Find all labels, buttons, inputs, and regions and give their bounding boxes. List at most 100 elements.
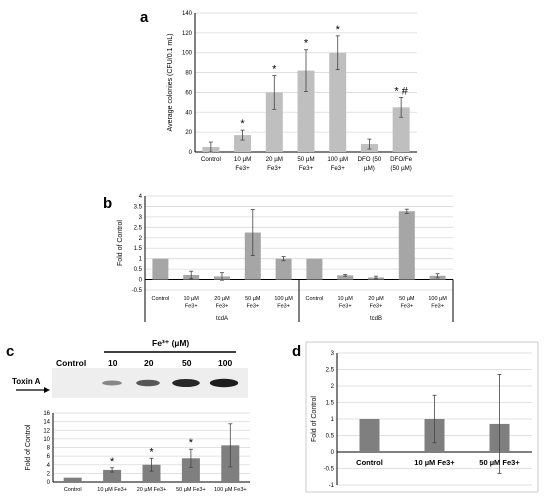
y-tick-label: 100 bbox=[182, 51, 193, 57]
y-axis-label: Fold of Control bbox=[117, 220, 124, 266]
toxin-a-label: Toxin A bbox=[12, 377, 41, 386]
significance-marker: * bbox=[240, 118, 245, 130]
y-tick-label: -0.5 bbox=[132, 288, 143, 294]
bar bbox=[337, 275, 354, 280]
y-tick-label: 20 bbox=[185, 130, 192, 136]
y-tick-label: 0.5 bbox=[134, 267, 143, 273]
x-tick-label: 50 µM bbox=[245, 296, 261, 302]
x-tick-label: 10 µM bbox=[337, 296, 353, 302]
western-blot: Fe³⁺ (µM) Control 10 20 50 100 Toxin A bbox=[12, 338, 248, 398]
chart-d: -1 -0.5 0 0.5 1 1.5 2 2.5 3 Fold of Control Contro… bbox=[311, 351, 532, 489]
x-tick-label: 50 µM bbox=[399, 296, 415, 302]
x-tick-label: Fe3+ bbox=[235, 165, 250, 172]
blot-lane-10: 10 bbox=[108, 358, 118, 368]
blot-band bbox=[209, 378, 239, 388]
bar bbox=[275, 258, 292, 280]
x-tick-label: 10 µM bbox=[183, 296, 199, 302]
bar bbox=[234, 135, 252, 152]
bar bbox=[306, 258, 323, 280]
y-tick-label: -0.5 bbox=[324, 467, 335, 473]
group-label: tcdA bbox=[216, 316, 228, 322]
x-tick-label: DFO (50 bbox=[358, 156, 382, 163]
panel-label-b: b bbox=[103, 195, 112, 212]
bar bbox=[142, 464, 161, 482]
y-axis-label: Fold of Control bbox=[311, 396, 318, 442]
blot-header: Fe³⁺ (µM) bbox=[152, 338, 189, 348]
significance-marker: * bbox=[304, 38, 309, 50]
x-tick-label: Fe3+ bbox=[185, 304, 198, 310]
x-tick-label: 50 µM Fe3+ bbox=[176, 487, 206, 493]
x-tick-label: 20 µM bbox=[266, 156, 283, 163]
bar bbox=[244, 232, 261, 280]
x-tick-label: 100 µM bbox=[274, 296, 293, 302]
y-tick-label: 1 bbox=[331, 417, 335, 423]
bar bbox=[265, 92, 283, 152]
bar bbox=[152, 258, 169, 280]
x-tick-label: 20 µM bbox=[214, 296, 230, 302]
significance-marker: * bbox=[149, 446, 154, 458]
chart-c: 0 2 4 6 8 10 12 14 16 Fold of Control Control * 10 µ… bbox=[25, 411, 250, 493]
x-tick-label: Fe3+ bbox=[216, 304, 229, 310]
significance-marker: * bbox=[110, 456, 115, 468]
significance-marker: * bbox=[189, 437, 194, 449]
toxin-a-arrowhead-icon bbox=[44, 387, 50, 393]
y-tick-label: 1.5 bbox=[134, 246, 143, 252]
x-tick-label: 50 µM Fe3+ bbox=[479, 458, 520, 467]
x-tick-label: 100 µM bbox=[428, 296, 447, 302]
panel-label-a: a bbox=[140, 9, 149, 26]
y-tick-label: 14 bbox=[43, 420, 50, 426]
x-tick-label: Fe3+ bbox=[267, 165, 282, 172]
significance-marker: * bbox=[336, 24, 341, 36]
y-tick-label: -1 bbox=[329, 483, 335, 489]
y-tick-label: 0 bbox=[331, 450, 335, 456]
y-tick-label: 2 bbox=[331, 384, 335, 390]
y-tick-label: 3 bbox=[331, 351, 335, 357]
bar bbox=[392, 107, 410, 152]
x-tick-label: Control bbox=[64, 487, 82, 493]
y-tick-label: 2 bbox=[139, 236, 143, 242]
x-tick-label: Fe3+ bbox=[331, 165, 346, 172]
y-tick-label: 6 bbox=[47, 454, 51, 460]
x-tick-label: Fe3+ bbox=[246, 304, 259, 310]
x-tick-label: 10 µM bbox=[234, 156, 251, 163]
bar bbox=[63, 477, 82, 482]
y-tick-label: 2.5 bbox=[326, 368, 335, 374]
y-axis-label: Average colonies (CFU/0.1 mL) bbox=[167, 34, 174, 132]
y-tick-label: 4 bbox=[139, 194, 143, 200]
x-tick-label: 20 µM bbox=[368, 296, 384, 302]
y-tick-label: 8 bbox=[47, 446, 51, 452]
bar bbox=[103, 469, 122, 482]
blot-lane-20: 20 bbox=[144, 358, 154, 368]
bar bbox=[359, 419, 380, 452]
blot-lane-control: Control bbox=[56, 358, 86, 368]
x-tick-label: Control bbox=[356, 458, 383, 467]
y-tick-label: 2 bbox=[47, 471, 51, 477]
y-tick-label: 120 bbox=[182, 31, 193, 37]
x-tick-label: Control bbox=[306, 296, 324, 302]
y-tick-label: 10 bbox=[43, 437, 50, 443]
y-tick-label: 1 bbox=[139, 257, 143, 263]
chart-b: -0.5 0 0.5 1 1.5 2 2.5 3 3.5 4 Fold of Control Cont… bbox=[117, 194, 454, 322]
x-tick-label: Fe3+ bbox=[431, 304, 444, 310]
y-tick-label: 16 bbox=[43, 411, 50, 417]
panel-label-c: c bbox=[6, 343, 14, 360]
x-tick-label: (50 µM) bbox=[390, 165, 411, 172]
x-tick-label: Fe3+ bbox=[299, 165, 314, 172]
panel-d-frame bbox=[305, 341, 539, 493]
y-tick-label: 40 bbox=[185, 110, 192, 116]
x-tick-label: DFO/Fe bbox=[390, 156, 413, 163]
y-axis-label: Fold of Control bbox=[25, 424, 32, 470]
chart-a: 0 20 40 60 80 100 120 140 Average colonies (CFU/… bbox=[167, 11, 417, 172]
bar bbox=[398, 211, 415, 280]
bar bbox=[297, 70, 315, 152]
x-tick-label: 10 µM Fe3+ bbox=[97, 487, 127, 493]
significance-marker: * # bbox=[394, 85, 408, 97]
y-tick-label: 12 bbox=[43, 428, 50, 434]
y-tick-label: 1.5 bbox=[326, 401, 335, 407]
x-tick-label: 20 µM Fe3+ bbox=[137, 487, 167, 493]
blot-lane-100: 100 bbox=[218, 358, 232, 368]
y-tick-label: 4 bbox=[47, 463, 51, 469]
y-tick-label: 0 bbox=[139, 278, 143, 284]
x-tick-label: Fe3+ bbox=[400, 304, 413, 310]
